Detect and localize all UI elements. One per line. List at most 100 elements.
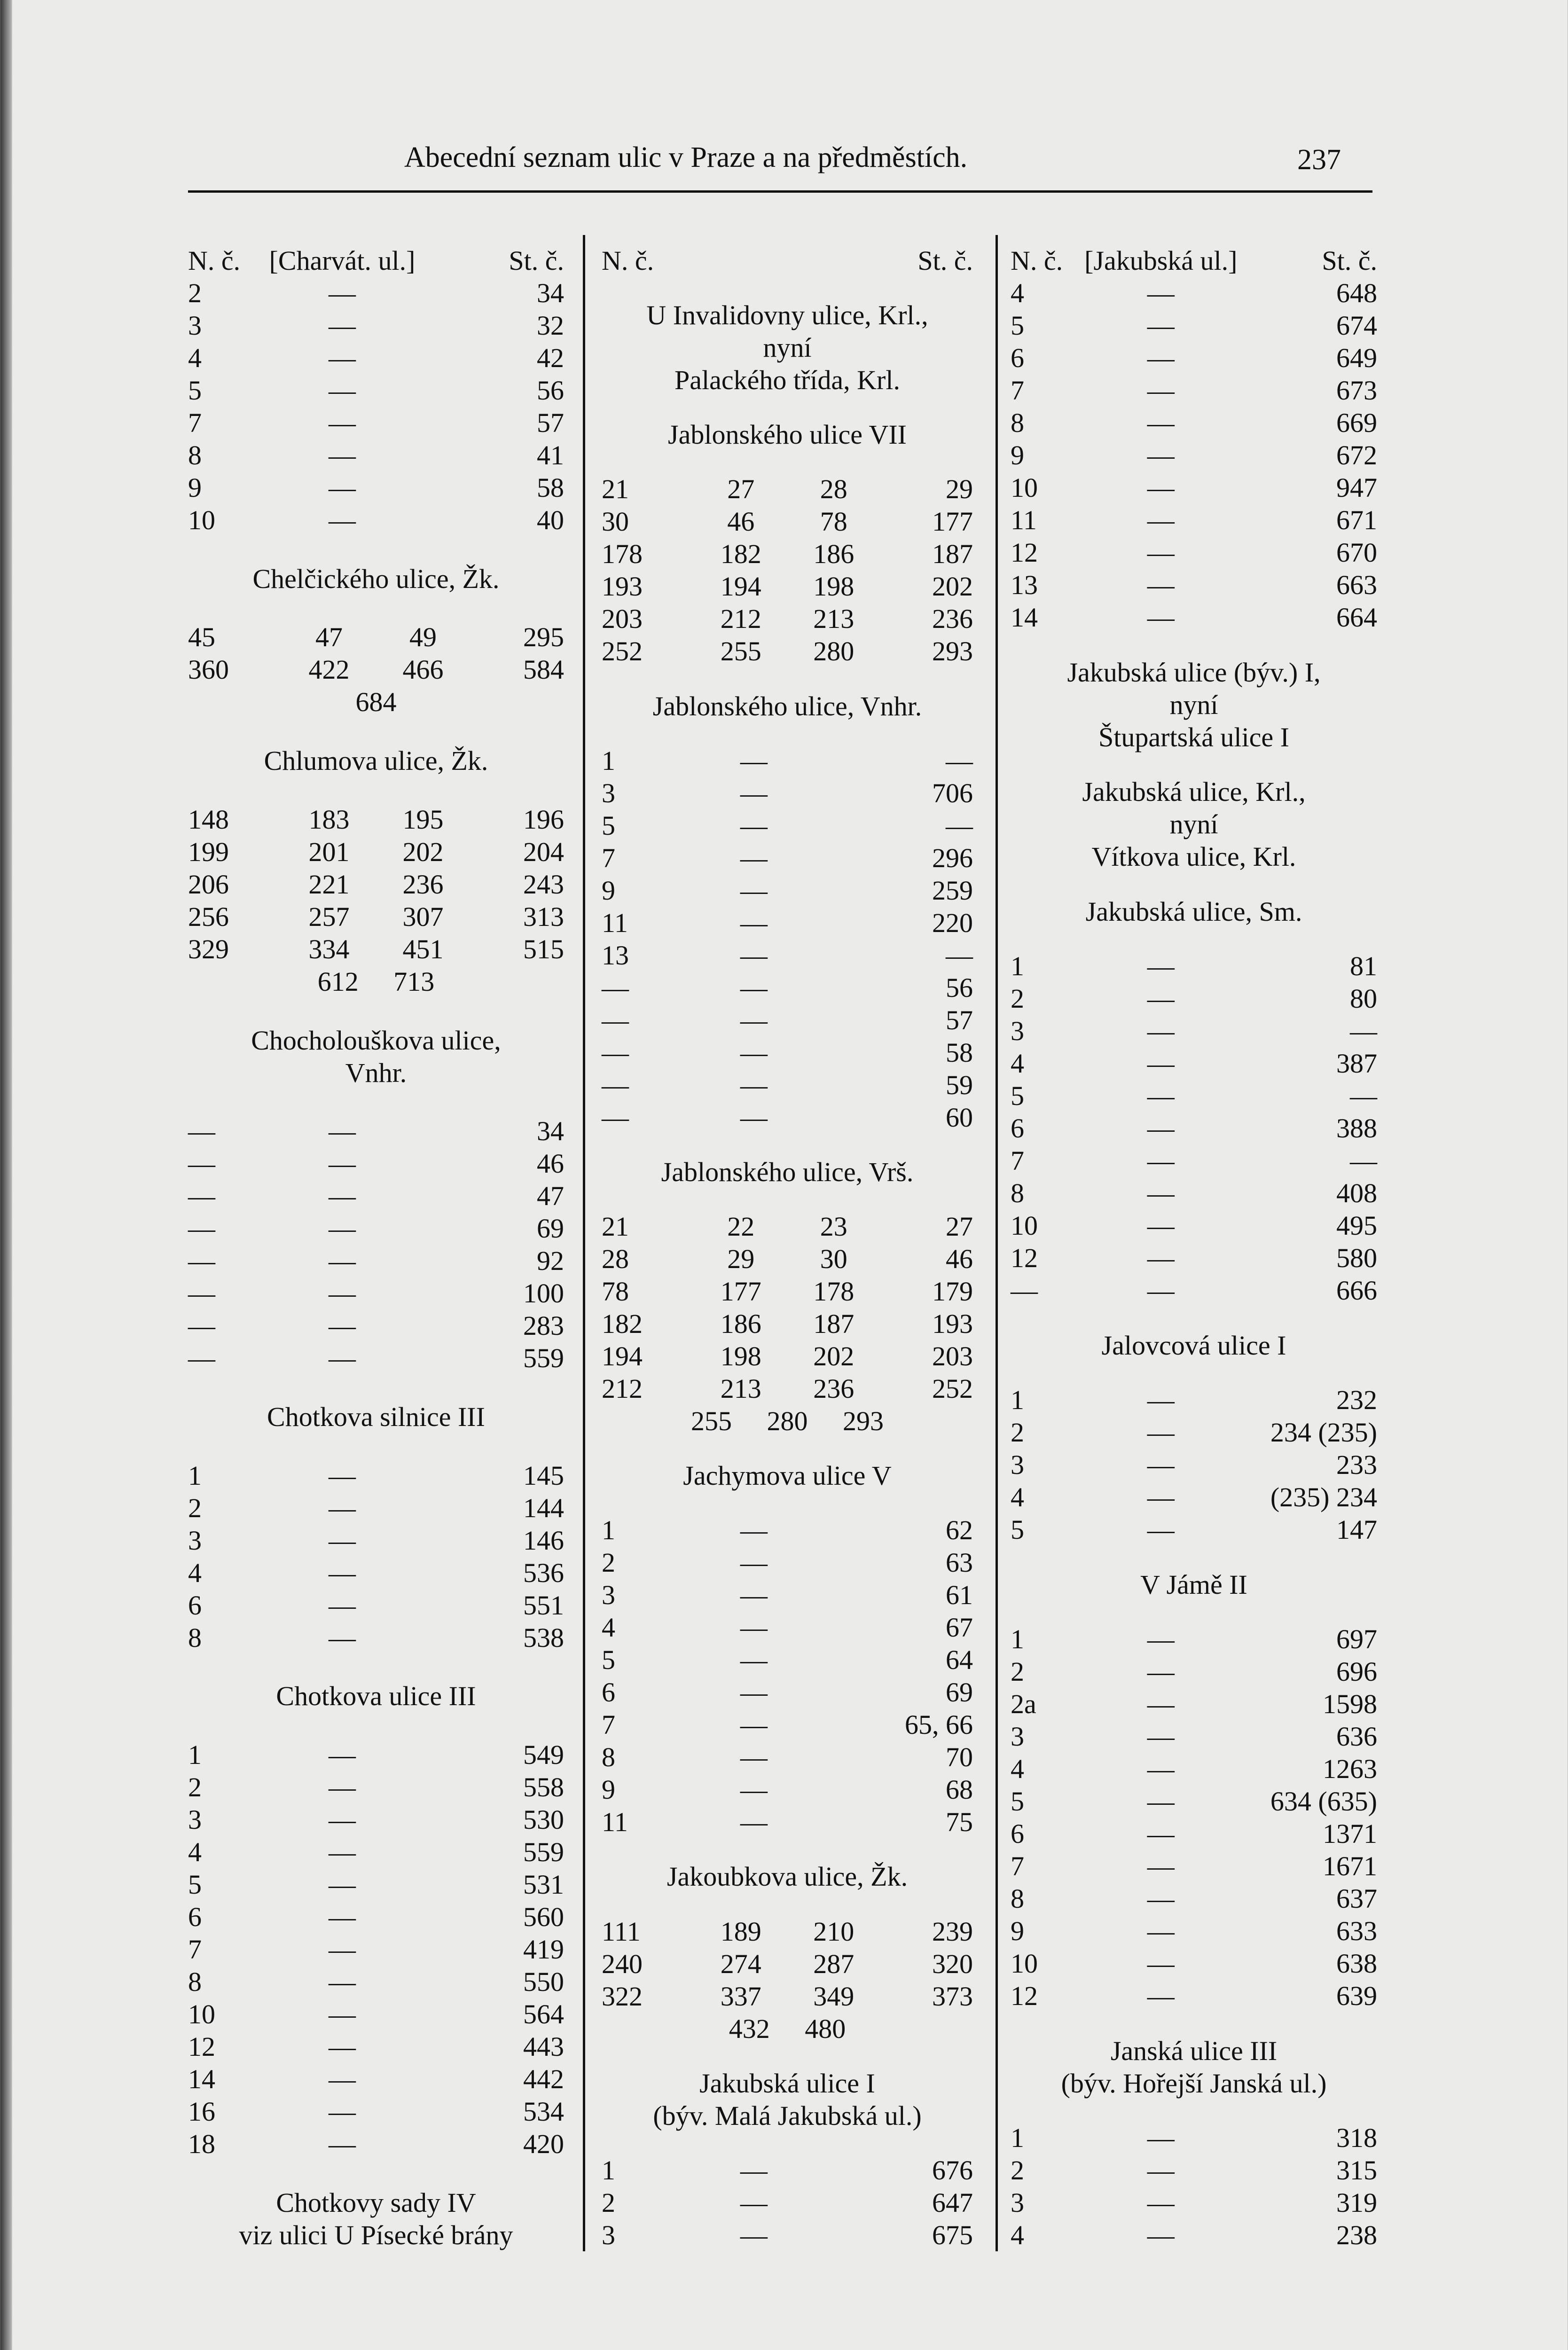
table-row: 28 29 30 46 — [602, 1243, 973, 1275]
table-cell: 34 — [537, 278, 564, 308]
table-cell: — — [602, 1102, 629, 1133]
table-row: 3 — 233 — [1011, 1449, 1377, 1481]
house-number-table: 1 — 145 2 — 144 3 — 146 4 — 536 6 — 551 8 — 538 — [188, 1459, 564, 1654]
table-cell: 4 — [188, 343, 202, 373]
house-number-table: 1— —3—706 5— —7—296 9—259 11—220 13— — — —56— —57—… — [602, 744, 973, 1134]
table-row: 45 47 49 295 — [188, 621, 564, 653]
table-cell: 672 — [1336, 440, 1377, 470]
table-row: 212 213 236 252 — [602, 1372, 973, 1405]
table-cell: 59 — [946, 1069, 973, 1100]
table-cell: — — [1147, 983, 1175, 1014]
table-cell: — — [329, 1772, 356, 1803]
table-cell: 559 — [523, 1837, 564, 1868]
table-cell: 337 — [720, 1981, 761, 2012]
table-row: 9 — 68 — [602, 1773, 973, 1806]
table-cell: 11 — [602, 907, 628, 938]
table-row: 4 — 67 — [602, 1611, 973, 1644]
table-cell: 649 — [1336, 343, 1377, 373]
table-cell: — — [740, 842, 768, 873]
table-cell: 443 — [523, 2031, 564, 2062]
table-cell: — — [1147, 310, 1175, 341]
table-cell: — — [740, 875, 768, 906]
table-cell: — — [329, 1622, 356, 1653]
table-cell: 283 — [523, 1310, 564, 1341]
table-cell: — — [329, 2064, 356, 2095]
table-cell: — — [1147, 570, 1175, 600]
table-row: 30 46 78 177 — [602, 505, 973, 538]
table-cell: 69 — [537, 1213, 564, 1244]
heading-line: Jakubská ulice (býv.) I, — [1067, 657, 1321, 688]
table-cell: 676 — [932, 2154, 973, 2186]
table-cell: 58 — [946, 1037, 973, 1068]
table-row: 1 — 81 — [1011, 950, 1377, 982]
table-cell: — — [1147, 951, 1175, 981]
table-cell: 22 — [727, 1211, 755, 1242]
table-cell: 256 — [188, 901, 229, 932]
table-cell: 3 — [602, 777, 615, 808]
table-cell: 307 — [402, 901, 444, 932]
table-cell: 2 — [1011, 983, 1024, 1014]
table-cell: 57 — [537, 407, 564, 438]
table-cell: 7 — [188, 1934, 202, 1965]
heading-line: Jakubská ulice, Krl., — [1082, 776, 1306, 807]
table-row: 148 183 195 196 — [188, 803, 564, 836]
table-cell: — — [1147, 602, 1175, 633]
table-cell: — — [188, 1310, 215, 1341]
table-cell: 9 — [602, 875, 615, 906]
table-row: 3 — — — [1011, 1015, 1377, 1047]
table-row: 13 — 663 — [1011, 569, 1377, 601]
table-cell: 41 — [537, 440, 564, 470]
table-cell: 7 — [188, 407, 202, 438]
table-cell: — — [329, 1460, 356, 1491]
table-cell: — — [1147, 2123, 1175, 2153]
street-heading: Jablonského ulice VII — [602, 418, 973, 451]
heading-line: Vítkova ulice, Krl. — [1091, 841, 1296, 872]
table-cell: — — [1147, 1016, 1175, 1046]
house-number-table: 111 189 210 239 240 274 287 320 322 337 349 373 432 … — [602, 1915, 973, 2045]
table-cell: — — [329, 1804, 356, 1835]
table-row: 12 — 639 — [1011, 1980, 1377, 2012]
table-cell: 10 — [1011, 1948, 1038, 1979]
table-row: 6 — 1371 — [1011, 1817, 1377, 1850]
table-cell: N. č. — [1011, 245, 1063, 276]
table-cell: 199 — [188, 836, 229, 867]
table-cell: 2 — [1011, 1417, 1024, 1448]
table-row-centered: 612 713 — [317, 966, 435, 997]
table-cell: 634 (635) — [1270, 1786, 1377, 1817]
table-cell: 420 — [523, 2129, 564, 2160]
table-row: N. č. St. č. — [602, 244, 973, 277]
table-cell: 62 — [946, 1515, 973, 1546]
table-row: 4 — 648 — [1011, 277, 1377, 309]
table-row: 1 — 676 — [602, 2154, 973, 2186]
table-cell: 10 — [1011, 472, 1038, 503]
table-row: 10 — 947 — [1011, 471, 1377, 504]
street-heading: Jachymova ulice V — [602, 1459, 973, 1492]
table-cell: 23 — [820, 1211, 847, 1242]
table-row: 178 182 186 187 — [602, 538, 973, 570]
table-row: 12 — 443 — [188, 2030, 564, 2063]
table-row: 9 — 672 — [1011, 439, 1377, 471]
table-cell: 12 — [188, 2031, 215, 2062]
heading-line: Chotkova silnice III — [267, 1402, 485, 1433]
table-cell: 3 — [188, 1525, 202, 1556]
table-cell: — — [329, 310, 356, 341]
table-row: 199 201 202 204 — [188, 836, 564, 868]
table-cell: 182 — [720, 539, 761, 570]
table-cell: 671 — [1336, 505, 1377, 535]
heading-line: Jalovcová ulice I — [1101, 1330, 1286, 1361]
table-row: 8 — 41 — [188, 439, 564, 471]
table-cell: — — [1147, 1449, 1175, 1480]
table-row-centered: 432 480 — [729, 2013, 846, 2044]
table-cell: 60 — [946, 1102, 973, 1133]
street-heading: Chlumova ulice, Žk. — [188, 744, 564, 777]
table-cell: — — [740, 1069, 768, 1100]
table-cell: 189 — [720, 1916, 761, 1947]
table-cell: — — [740, 810, 768, 841]
header-rule — [188, 190, 1372, 193]
table-cell: 1598 — [1323, 1689, 1377, 1719]
table-cell: 194 — [720, 571, 761, 602]
table-row: 3 — 61 — [602, 1579, 973, 1611]
table-row-centered: 684 — [355, 687, 397, 718]
house-number-table: N. č. [Jakubská ul.] St. č. 4 — 648 5 — 674 6 — 649… — [1011, 244, 1377, 634]
table-cell: 1671 — [1323, 1851, 1377, 1881]
